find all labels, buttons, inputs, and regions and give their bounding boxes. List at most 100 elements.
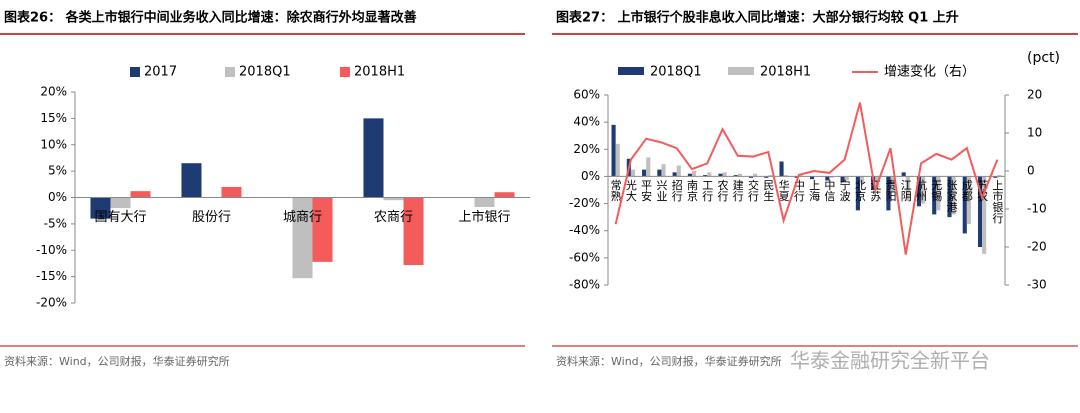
bar: [794, 176, 799, 178]
legend-swatch: [130, 67, 140, 77]
legend-label: 2017: [144, 65, 177, 80]
y2-axis-label: (pct): [1027, 50, 1060, 66]
chart-title: 图表26： 各类上市银行中间业务收入同比增速：除农商行外均显著改善: [4, 10, 417, 26]
x-tick-label: 国有大行: [94, 210, 146, 225]
bar: [642, 169, 647, 177]
x-tick-label: 股份行: [192, 210, 231, 225]
legend-label: 2018Q1: [239, 65, 291, 80]
y-tick-label: -20%: [36, 296, 67, 310]
bar: [921, 176, 926, 204]
bar: [977, 176, 983, 247]
y-tick-label: -20%: [569, 196, 600, 210]
x-tick-label: 北京: [853, 179, 866, 202]
bar: [718, 173, 723, 177]
bar: [859, 176, 865, 184]
x-tick-label: 城商行: [283, 210, 322, 225]
x-tick-label: 张家港: [945, 179, 958, 212]
bar: [494, 192, 515, 198]
x-tick-label: 上市银行: [458, 209, 510, 225]
x-tick-label: 贵阳: [884, 179, 897, 201]
bar: [611, 124, 616, 177]
y2-tick-label: -10: [1027, 202, 1047, 216]
bar: [768, 175, 773, 177]
x-tick-label: 成都: [960, 179, 973, 201]
bar: [748, 176, 754, 178]
bar: [676, 165, 681, 177]
bar: [764, 176, 769, 178]
x-tick-label: 中信: [823, 179, 836, 202]
bar: [810, 176, 815, 180]
y-tick-label: 20%: [573, 142, 600, 156]
x-tick-label: 民生: [762, 179, 775, 201]
x-tick-label: 光大: [624, 178, 637, 201]
bar: [829, 176, 834, 178]
x-tick-label: 农商行: [374, 210, 413, 225]
x-tick-label: 平安: [640, 179, 653, 202]
bar: [936, 176, 941, 211]
bar: [905, 176, 910, 201]
bar: [966, 176, 971, 224]
legend-label: 2018H1: [354, 65, 405, 80]
bar: [630, 169, 636, 177]
bar: [703, 175, 708, 177]
bar: [737, 173, 742, 177]
x-tick-label: 上市银行: [991, 179, 1004, 224]
bar: [363, 118, 384, 198]
bar: [292, 197, 313, 279]
bar: [886, 176, 891, 211]
y-tick-label: 0%: [581, 169, 600, 183]
bar: [779, 161, 784, 177]
y2-tick-label: -30: [1027, 278, 1047, 292]
x-tick-label: 工行: [701, 179, 714, 202]
bar: [932, 176, 937, 215]
y-tick-label: 20%: [40, 85, 67, 99]
x-tick-label: 江阴: [899, 179, 912, 202]
bar: [722, 172, 727, 177]
legend-label: 2018H1: [760, 65, 811, 80]
y-tick-label: -10%: [36, 243, 67, 257]
bar: [947, 176, 952, 218]
y-tick-label: -40%: [569, 223, 600, 237]
x-tick-label: 兴业: [655, 179, 668, 201]
legend-label: 增速变化（右）: [884, 64, 975, 80]
bar: [825, 176, 830, 181]
legend-label: 2018Q1: [650, 65, 702, 80]
bar: [691, 171, 697, 177]
legend-swatch: [340, 67, 350, 77]
bar: [733, 175, 738, 177]
x-tick-label: 华夏: [777, 178, 790, 201]
watermark: 华泰金融研究全新平台: [790, 349, 990, 373]
bar: [661, 164, 666, 177]
y-tick-label: -15%: [36, 269, 67, 283]
bar: [181, 163, 202, 198]
x-tick-label: 无锡: [930, 179, 943, 202]
bar: [916, 176, 922, 207]
y-tick-label: 5%: [48, 164, 67, 178]
bar: [962, 176, 967, 234]
bar: [646, 157, 651, 177]
x-tick-label: 交行: [747, 178, 760, 202]
chart-title: 图表27： 上市银行个股非息收入同比增速：大部分银行均较 Q1 上升: [556, 10, 959, 26]
bar: [753, 173, 758, 177]
y-tick-label: 15%: [40, 111, 67, 125]
bar: [615, 143, 620, 177]
y2-tick-label: 20: [1027, 88, 1042, 102]
x-tick-label: 建行: [731, 178, 744, 202]
legend-swatch: [728, 67, 754, 75]
x-tick-label: 宁波: [838, 178, 851, 202]
y-tick-label: -60%: [569, 250, 600, 264]
bar: [951, 176, 956, 215]
y-tick-label: 0%: [48, 190, 67, 204]
x-tick-label: 常熟: [609, 179, 622, 201]
x-tick-label: 上海: [808, 179, 821, 202]
y-tick-label: 10%: [40, 137, 67, 151]
y2-tick-label: 0: [1027, 164, 1035, 178]
bar: [840, 176, 845, 182]
y-tick-label: -5%: [44, 216, 67, 230]
x-tick-label: 农行: [716, 178, 729, 202]
x-tick-label: 南京: [685, 179, 698, 202]
bar: [312, 197, 333, 262]
bar: [687, 173, 692, 177]
y-tick-label: 60%: [573, 88, 600, 102]
bar: [90, 197, 111, 219]
